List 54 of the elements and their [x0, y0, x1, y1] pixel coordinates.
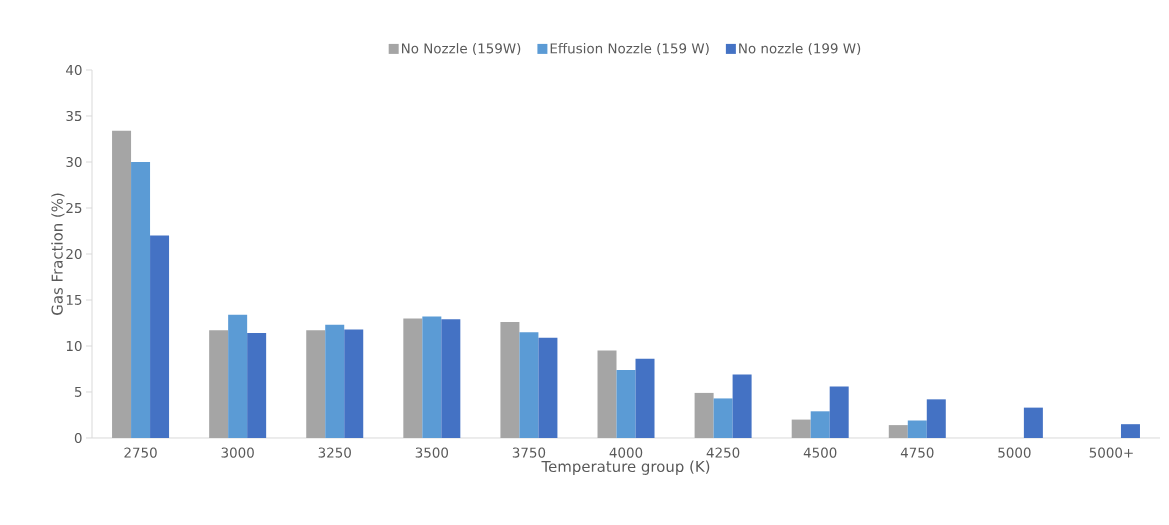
x-tick-label: 3750 — [512, 447, 546, 458]
bar — [247, 333, 267, 438]
bar — [131, 161, 151, 438]
bar — [500, 322, 520, 438]
y-tick-label: 20 — [66, 248, 82, 260]
bar — [150, 235, 170, 438]
bar — [907, 420, 927, 438]
y-tick-label: 0 — [74, 432, 82, 444]
bar — [888, 425, 908, 438]
bar — [1120, 424, 1140, 438]
x-tick-label: 4000 — [609, 447, 643, 458]
y-tick-label: 15 — [66, 294, 82, 305]
y-tick-label: 25 — [66, 202, 82, 214]
x-axis-title: Temperature group (K) — [541, 460, 710, 475]
x-tick-label: 4750 — [900, 447, 934, 458]
bar — [538, 337, 558, 438]
bar — [306, 330, 326, 438]
x-tick-label: 3250 — [318, 447, 351, 458]
y-tick-label: 10 — [66, 340, 82, 352]
bar — [694, 392, 714, 438]
bar — [112, 130, 132, 438]
x-tick-label: 3500 — [415, 447, 449, 458]
bar — [616, 369, 636, 438]
legend-label: No nozzle (199 W) — [739, 43, 861, 56]
y-tick-label: 35 — [66, 110, 82, 122]
bar — [441, 319, 461, 438]
bar — [344, 329, 364, 438]
x-tick-label: 2750 — [124, 447, 157, 458]
bar — [209, 330, 229, 438]
x-tick-label: 4250 — [706, 447, 740, 458]
bar — [926, 399, 946, 438]
x-tick-label: 5000+ — [1089, 447, 1133, 458]
x-tick-label: 4500 — [803, 447, 837, 458]
bar — [1023, 407, 1043, 438]
bar — [422, 316, 442, 438]
bar — [713, 398, 733, 438]
legend-label: No Nozzle (159W) — [402, 43, 521, 56]
y-axis-title: Gas Fraction (%) — [51, 193, 65, 315]
y-tick-label: 30 — [66, 156, 82, 168]
bar — [635, 358, 655, 438]
bar — [791, 419, 811, 438]
bar — [810, 411, 830, 438]
bar — [732, 374, 752, 438]
y-tick-label: 5 — [74, 386, 82, 397]
bar — [228, 314, 248, 438]
bar — [325, 324, 345, 438]
bar — [403, 318, 423, 438]
bar — [519, 332, 539, 438]
x-tick-label: 5000 — [998, 447, 1031, 458]
x-tick-label: 3000 — [221, 447, 254, 458]
legend-label: Effusion Nozzle (159 W) — [550, 43, 709, 56]
bar — [829, 386, 849, 438]
y-tick-label: 40 — [66, 64, 82, 76]
bar — [597, 350, 617, 438]
